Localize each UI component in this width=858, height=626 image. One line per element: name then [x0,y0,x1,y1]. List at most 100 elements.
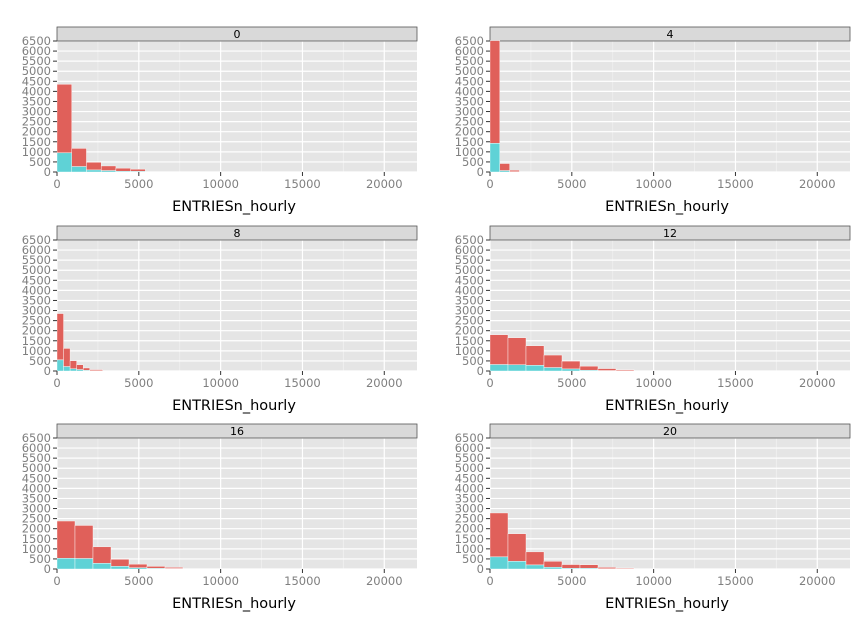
histogram-bar-upper [57,84,72,153]
histogram-bar-lower [490,365,508,371]
histogram-bar-lower [57,360,64,371]
x-tick-label: 5000 [124,177,153,191]
histogram-bar-upper [101,166,116,171]
x-tick-label: 20000 [366,574,403,588]
histogram-bar-lower [111,566,129,569]
histogram-bar-upper [64,348,71,366]
histogram-bar-upper [580,565,598,568]
histogram-bar-upper [598,369,616,371]
histogram-bar-upper [490,41,500,144]
histogram-bar-upper [57,521,75,558]
histogram-bar-upper [598,567,616,568]
histogram-bar-lower [77,370,84,371]
x-axis-label: ENTRIESn_hourly [605,199,729,215]
histogram-bar-upper [562,565,580,569]
histogram-bar-upper [72,148,87,166]
histogram-bar-upper [147,566,165,568]
histogram-bar-upper [508,534,526,562]
histogram-bar-upper [93,547,111,564]
x-tick-label: 0 [486,376,493,390]
x-tick-label: 5000 [124,376,153,390]
x-tick-label: 0 [53,574,60,588]
histogram-bar-lower [580,568,598,569]
histogram-bar-lower [116,171,131,172]
histogram-bar-upper [129,564,147,568]
histogram-bar-lower [83,370,90,371]
y-tick-label: 6500 [22,431,51,445]
histogram-bar-upper [580,366,598,370]
histogram-bar-lower [101,171,116,172]
y-tick-label: 6500 [455,34,484,48]
facet-label: 0 [234,28,241,41]
x-axis-label: ENTRIESn_hourly [172,398,296,414]
x-tick-label: 10000 [635,574,672,588]
x-tick-label: 20000 [366,376,403,390]
y-tick-label: 6500 [22,233,51,247]
histogram-bar-lower [544,368,562,371]
histogram-bar-lower [75,559,93,569]
histogram-bar-upper [70,361,77,369]
histogram-bar-lower [57,153,72,172]
x-tick-label: 5000 [124,574,153,588]
histogram-bar-upper [111,559,129,566]
histogram-bar-lower [526,565,544,569]
x-tick-label: 0 [486,574,493,588]
x-tick-label: 20000 [366,177,403,191]
x-axis-label: ENTRIESn_hourly [605,596,729,612]
histogram-bar-lower [131,171,146,172]
histogram-bar-lower [70,369,77,371]
histogram-bar-upper [508,338,526,365]
histogram-bar-lower [500,171,510,172]
x-tick-label: 15000 [284,177,321,191]
facet-label: 16 [230,425,244,438]
histogram-bar-upper [116,168,131,171]
histogram-bar-lower [526,365,544,371]
x-tick-label: 0 [53,177,60,191]
x-tick-label: 20000 [799,376,836,390]
histogram-bar-upper [75,525,93,558]
histogram-bar-upper [562,361,580,369]
histogram-bar-lower [508,561,526,569]
histogram-bar-upper [526,552,544,565]
histogram-bar-lower [508,365,526,371]
x-tick-label: 15000 [284,574,321,588]
x-tick-label: 10000 [202,574,239,588]
facet-label: 20 [663,425,677,438]
x-tick-label: 15000 [284,376,321,390]
histogram-bar-upper [83,368,90,370]
x-tick-label: 15000 [717,177,754,191]
histogram-bar-upper [57,314,64,360]
x-axis-label: ENTRIESn_hourly [172,596,296,612]
histogram-bar-lower [129,568,147,569]
histogram-bar-lower [490,557,508,569]
histogram-bar-lower [580,370,598,371]
x-tick-label: 0 [53,376,60,390]
histogram-bar-lower [562,369,580,371]
histogram-bar-upper [131,169,146,171]
x-tick-label: 10000 [635,177,672,191]
x-tick-label: 5000 [557,376,586,390]
x-tick-label: 20000 [799,574,836,588]
histogram-bar-upper [490,335,508,365]
histogram-bar-upper [510,170,520,172]
histogram-bar-upper [526,346,544,366]
histogram-bar-upper [86,162,101,170]
x-tick-label: 5000 [557,177,586,191]
y-tick-label: 6500 [455,233,484,247]
histogram-bar-upper [544,561,562,567]
y-tick-label: 6500 [22,34,51,48]
x-tick-label: 15000 [717,376,754,390]
x-tick-label: 10000 [202,376,239,390]
histogram-bar-upper [77,365,84,370]
histogram-bar-lower [57,558,75,569]
histogram-bar-upper [490,513,508,557]
facet-label: 8 [234,227,241,240]
x-tick-label: 10000 [635,376,672,390]
histogram-bar-upper [544,355,562,367]
x-tick-label: 15000 [717,574,754,588]
histogram-bar-lower [490,143,500,172]
x-axis-label: ENTRIESn_hourly [605,398,729,414]
histogram-bar-lower [72,167,87,172]
x-tick-label: 10000 [202,177,239,191]
